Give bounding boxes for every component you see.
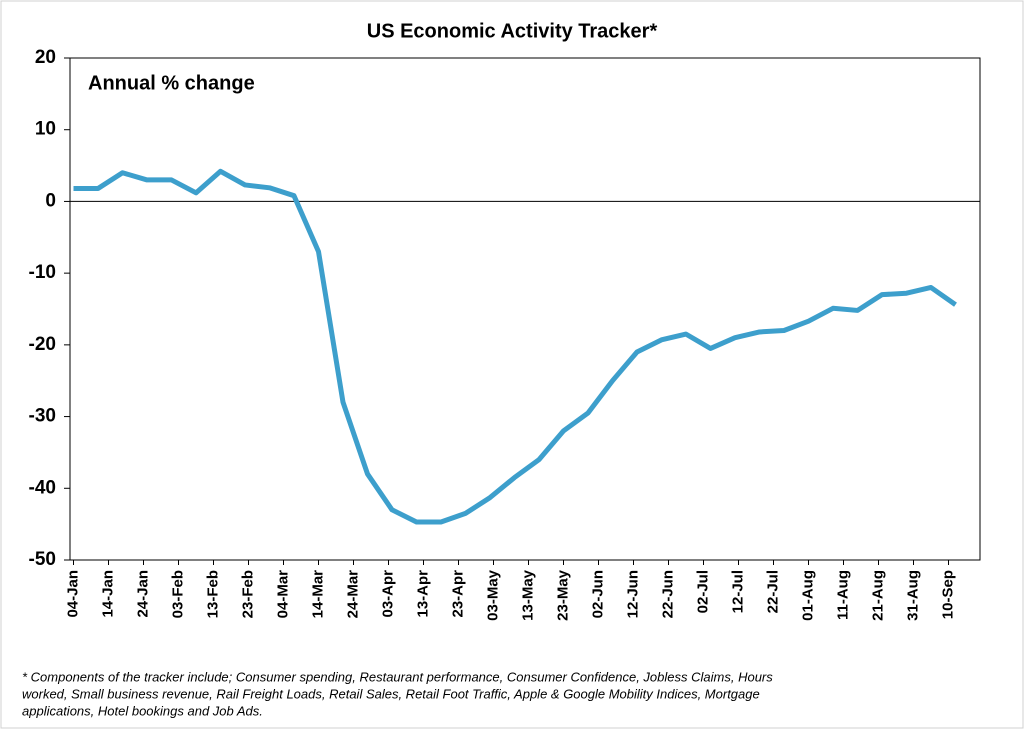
y-tick-label: 20 xyxy=(35,47,56,68)
y-tick-label: 0 xyxy=(45,190,56,211)
x-tick-label: 13-Apr xyxy=(414,570,431,618)
x-tick-label: 23-Feb xyxy=(239,570,256,618)
data-line xyxy=(73,168,957,525)
x-tick-label: 14-Jan xyxy=(99,570,116,618)
x-tick-label: 24-Mar xyxy=(344,570,361,619)
x-tick-label: 02-Jun xyxy=(589,570,606,618)
x-tick-label: 13-Feb xyxy=(204,570,221,618)
chart-title: US Economic Activity Tracker* xyxy=(367,20,658,42)
x-tick-label: 14-Mar xyxy=(309,570,326,619)
x-tick-label: 23-May xyxy=(554,569,571,621)
x-tick-label: 03-May xyxy=(484,569,501,621)
y-tick-label: -20 xyxy=(29,334,56,355)
y-tick-label: 10 xyxy=(35,119,56,140)
x-tick-label: 02-Jul xyxy=(694,570,711,613)
y-tick-label: -50 xyxy=(29,549,56,570)
x-tick-label: 31-Aug xyxy=(904,570,921,621)
x-tick-label: 10-Sep xyxy=(939,570,956,619)
x-tick-label: 01-Aug xyxy=(799,570,816,621)
footnote: * Components of the tracker include; Con… xyxy=(22,669,773,684)
y-tick-label: -10 xyxy=(29,262,56,283)
x-tick-label: 22-Jun xyxy=(659,570,676,618)
y-tick-label: -30 xyxy=(29,406,56,427)
x-tick-label: 04-Jan xyxy=(64,570,81,618)
x-tick-label: 11-Aug xyxy=(834,570,851,620)
x-tick-label: 13-May xyxy=(519,569,536,621)
x-tick-label: 12-Jul xyxy=(729,570,746,613)
y-tick-label: -40 xyxy=(29,477,56,498)
x-tick-label: 04-Mar xyxy=(274,570,291,619)
x-tick-label: 23-Apr xyxy=(449,570,466,618)
x-tick-label: 21-Aug xyxy=(869,570,886,621)
footnote: applications, Hotel bookings and Job Ads… xyxy=(22,703,263,718)
y-axis-label: Annual % change xyxy=(88,72,255,94)
x-tick-label: 24-Jan xyxy=(134,570,151,618)
plot-area xyxy=(69,57,981,561)
x-tick-label: 22-Jul xyxy=(764,570,781,613)
x-tick-label: 12-Jun xyxy=(624,570,641,618)
x-tick-label: 03-Feb xyxy=(169,570,186,618)
footnote: worked, Small business revenue, Rail Fre… xyxy=(22,686,760,701)
x-tick-label: 03-Apr xyxy=(379,570,396,618)
